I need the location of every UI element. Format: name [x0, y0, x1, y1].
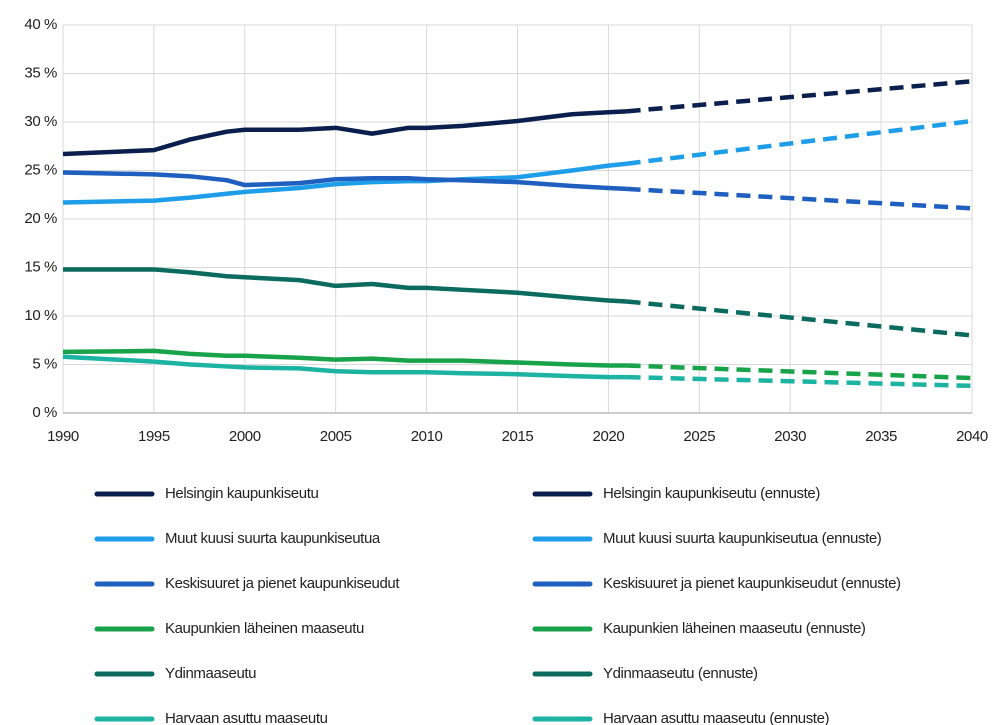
legend-label: Ydinmaaseutu [165, 665, 256, 682]
series-line [626, 79, 973, 114]
legend-label: Keskisuuret ja pienet kaupunkiseudut (en… [603, 575, 901, 592]
x-tick-label: 2040 [956, 428, 988, 445]
series-line [62, 348, 627, 368]
y-tick-label: 5 % [32, 355, 57, 372]
legend-label: Harvaan asuttu maaseutu (ennuste) [603, 710, 830, 725]
y-tick-label: 35 % [24, 64, 57, 81]
x-tick-label: 2005 [320, 428, 352, 445]
legend-label: Keskisuuret ja pienet kaupunkiseudut [165, 575, 400, 592]
series-line [62, 354, 627, 380]
series-line [626, 186, 973, 211]
series-line [62, 109, 627, 157]
series-line [626, 363, 973, 381]
x-tick-label: 2020 [593, 428, 625, 445]
legend-label: Helsingin kaupunkiseutu (ennuste) [603, 485, 820, 502]
x-tick-label: 2010 [411, 428, 443, 445]
series-line [62, 170, 627, 192]
x-tick-label: 1995 [138, 428, 170, 445]
series-line [626, 299, 973, 338]
legend-label: Kaupunkien läheinen maaseutu [165, 620, 364, 637]
y-tick-label: 0 % [32, 404, 57, 421]
legend-label: Muut kuusi suurta kaupunkiseutua (ennust… [603, 530, 882, 547]
x-tick-label: 2015 [502, 428, 534, 445]
series-line [62, 161, 627, 205]
series-line [626, 374, 973, 389]
x-tick-label: 2030 [774, 428, 806, 445]
y-tick-label: 40 % [24, 16, 57, 33]
y-tick-label: 25 % [24, 161, 57, 178]
x-tick-label: 2000 [229, 428, 261, 445]
y-tick-label: 20 % [24, 210, 57, 227]
y-tick-label: 30 % [24, 113, 57, 130]
series-line [63, 267, 627, 304]
legend-label: Muut kuusi suurta kaupunkiseutua [165, 530, 381, 547]
y-tick-label: 15 % [24, 258, 57, 275]
x-tick-label: 2035 [865, 428, 897, 445]
legend-label: Helsingin kaupunkiseutu [165, 485, 318, 502]
legend-label: Ydinmaaseutu (ennuste) [603, 665, 758, 682]
legend-label: Harvaan asuttu maaseutu [165, 710, 328, 725]
y-tick-label: 10 % [24, 307, 57, 324]
series-line [626, 118, 973, 166]
x-tick-label: 1990 [47, 428, 79, 445]
x-tick-label: 2025 [683, 428, 715, 445]
legend-label: Kaupunkien läheinen maaseutu (ennuste) [603, 620, 866, 637]
